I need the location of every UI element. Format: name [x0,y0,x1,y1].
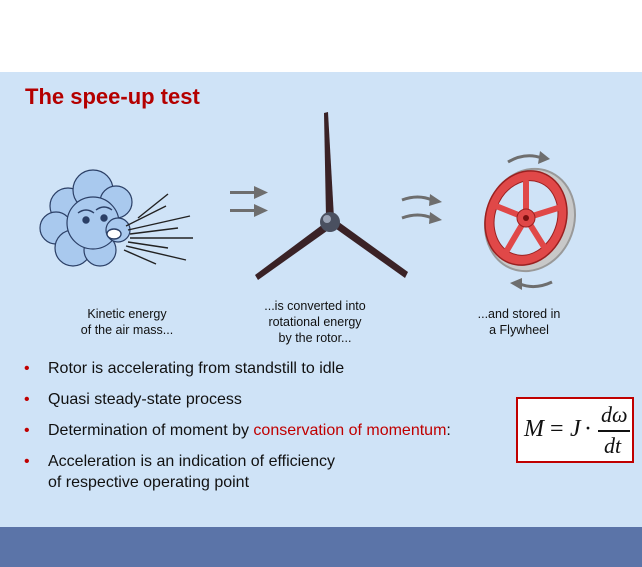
bullet-text-before: Determination of moment by [48,422,254,439]
bullet-item: • Determination of moment by conservatio… [24,420,451,441]
caption-rotor-line1: ...is converted into [264,299,366,313]
formula-box: M = J · dω dt [516,397,634,463]
bullet-dot: • [24,422,30,439]
bullet-list: • Rotor is accelerating from standstill … [24,358,451,503]
formula-factor: J [570,416,581,442]
caption-rotor: ...is converted into rotational energy b… [240,298,390,346]
bullet-text-line2: of respective operating point [48,474,250,491]
footer-bar [0,527,642,567]
formula-equals: = [550,416,564,442]
formula-fraction-line [598,430,630,432]
caption-rotor-line3: by the rotor... [278,331,352,345]
caption-wind-line2: of the air mass... [80,323,174,337]
bullet-text-line1: Acceleration is an indication of efficie… [48,453,335,470]
formula-denominator: dt [604,433,622,458]
slide-title: The spee-up test [25,84,200,109]
caption-flywheel: ...and stored in a Flywheel [444,306,594,338]
wind-cloud-icon [39,169,193,267]
bullet-text-after: : [446,422,451,439]
wind-turbine-rotor-icon [255,112,408,280]
bullet-highlight: conservation of momentum [253,422,447,439]
bullet-text: Quasi steady-state process [48,391,242,408]
caption-flywheel-line2: a Flywheel [489,323,549,337]
top-margin [0,0,642,72]
arrow-right-icon [230,186,268,217]
curved-arrow-icon [401,194,442,224]
bullet-dot: • [24,391,30,408]
bullet-item: • Acceleration is an indication of effic… [24,451,451,493]
bullet-dot: • [24,360,30,377]
bullet-item: • Quasi steady-state process [24,389,451,410]
formula-numerator: dω [601,402,628,427]
bullet-dot: • [24,453,30,470]
caption-flywheel-line1: ...and stored in [477,307,561,321]
formula-lhs: M [524,416,544,442]
bullet-item: • Rotor is accelerating from standstill … [24,358,451,379]
caption-wind: Kinetic energy of the air mass... [52,306,202,338]
caption-wind-line1: Kinetic energy [87,307,167,321]
bullet-text: Rotor is accelerating from standstill to… [48,360,345,377]
caption-rotor-line2: rotational energy [268,315,362,329]
formula-dot: · [584,416,592,442]
flywheel-icon [483,151,577,290]
